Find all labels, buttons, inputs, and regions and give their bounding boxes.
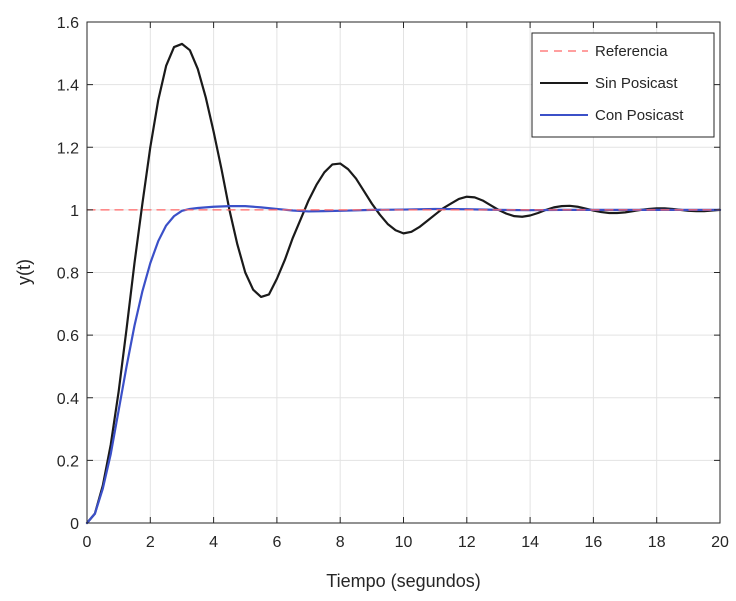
x-tick-label: 14 [521,534,539,551]
x-tick-label: 10 [395,534,413,551]
y-tick-label: 1.4 [57,78,79,95]
y-tick-label: 1.6 [57,15,79,32]
legend-label: Con Posicast [595,107,684,124]
series-line-sin-posicast [85,42,722,525]
legend-label: Referencia [595,43,668,60]
x-tick-label: 16 [585,534,603,551]
x-tick-label: 12 [458,534,476,551]
y-tick-label: 1 [70,203,79,220]
legend: Referencia Sin Posicast Con Posicast [531,32,715,138]
series-lines [85,42,722,525]
y-tick-label: 1.2 [57,140,79,157]
x-tick-label: 0 [83,534,92,551]
x-axis-label: Tiempo (segundos) [326,571,480,591]
y-tick-label: 0.6 [57,328,79,345]
y-tick-label: 0.8 [57,266,79,283]
x-tick-label: 8 [336,534,345,551]
tick-labels: 0 2 4 6 8 10 12 14 16 18 20 0 0.2 0.4 0.6 0.8 1 1.2 1.4 1.6 [57,15,729,551]
legend-box [531,32,715,138]
x-tick-label: 4 [209,534,218,551]
legend-label: Sin Posicast [595,75,678,92]
x-tick-label: 20 [711,534,729,551]
y-tick-label: 0 [70,516,79,533]
x-tick-label: 2 [146,534,155,551]
y-axis-label: y(t) [14,259,34,285]
y-tick-label: 0.4 [57,391,79,408]
x-tick-label: 6 [272,534,281,551]
x-tick-label: 18 [648,534,666,551]
y-tick-label: 0.2 [57,453,79,470]
